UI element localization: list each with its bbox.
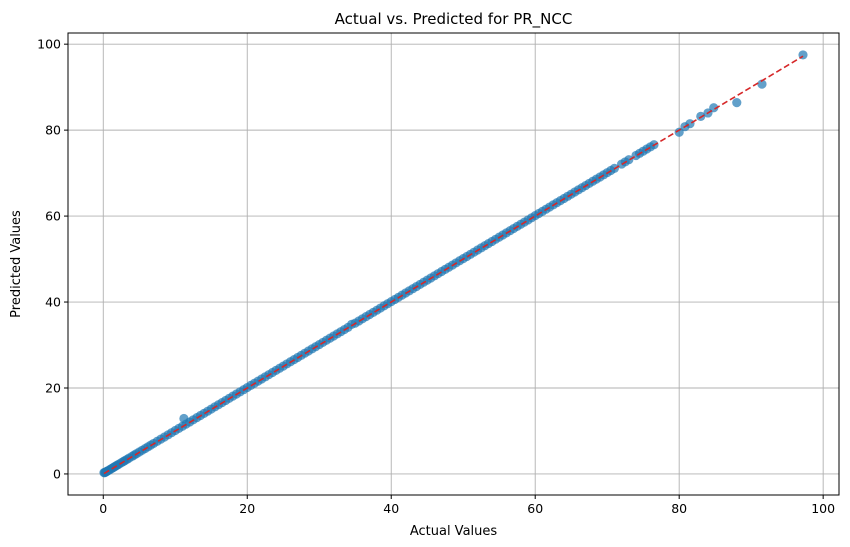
x-tick-label: 40 [383,501,399,516]
y-tick-label: 100 [37,37,61,52]
x-tick-label: 20 [239,501,255,516]
x-tick-label: 0 [99,501,107,516]
chart-title: Actual vs. Predicted for PR_NCC [335,10,573,29]
x-tick-label: 100 [811,501,835,516]
x-axis-title: Actual Values [410,524,498,539]
x-tick-label: 60 [527,501,543,516]
data-point [732,98,742,108]
reference-line [103,55,804,475]
y-axis-title: Predicted Values [9,210,24,318]
x-axis-ticks: 0 20 40 60 80 100 [99,495,835,516]
y-tick-label: 0 [53,466,61,481]
reference-line-layer [103,55,804,475]
plot-area [67,32,840,496]
y-axis-ticks: 0 20 40 60 80 100 [37,37,68,481]
data-point [757,79,767,89]
grid [68,33,839,495]
y-tick-label: 40 [45,295,61,310]
y-tick-label: 80 [45,123,61,138]
data-point [674,127,684,137]
x-tick-label: 80 [671,501,687,516]
data-point [685,119,695,129]
y-tick-label: 20 [45,380,61,395]
y-tick-label: 60 [45,209,61,224]
